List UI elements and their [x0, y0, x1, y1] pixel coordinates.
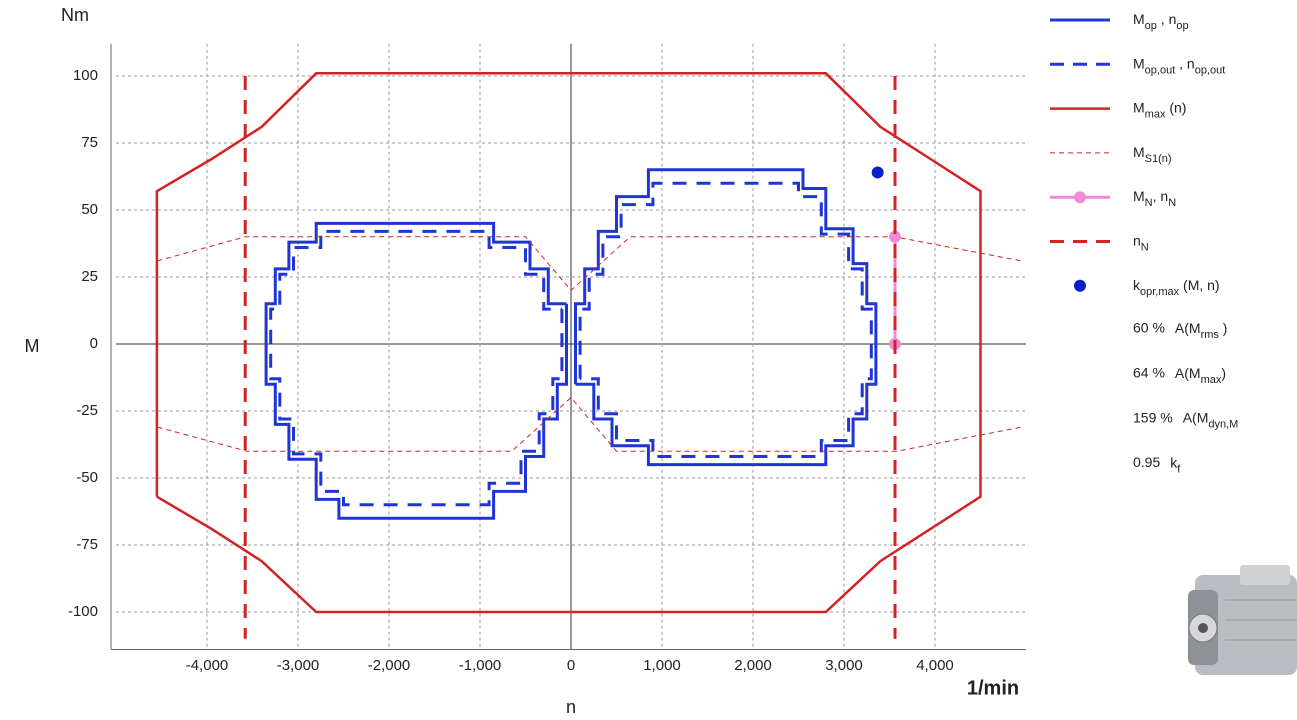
- y-tick-label: 50: [81, 201, 98, 218]
- y-tick-label: 0: [90, 335, 98, 352]
- series-line: [243, 76, 897, 639]
- legend-label: MN, nN: [1133, 188, 1176, 209]
- label-part: (M, n): [1179, 277, 1219, 293]
- stat-label: A(Mrms ): [1175, 320, 1228, 341]
- label-part: ): [1221, 365, 1226, 381]
- data-point: [871, 166, 884, 179]
- stat-value: 159 %: [1133, 409, 1173, 425]
- stat-label: kf: [1170, 454, 1181, 475]
- label-part: op: [1145, 20, 1157, 32]
- label-part: n: [1133, 232, 1141, 248]
- y-tick-label: 25: [81, 268, 98, 285]
- label-part: N: [1168, 197, 1176, 209]
- x-tick-label: 0: [567, 657, 575, 674]
- y-axis-label: M: [25, 336, 40, 356]
- x-axis-label: n: [566, 697, 576, 717]
- series-line: [155, 72, 982, 614]
- label-part: S1(n): [1145, 153, 1172, 165]
- label-part: op: [1176, 20, 1188, 32]
- x-tick-label: -4,000: [186, 657, 229, 674]
- label-part: k: [1133, 277, 1141, 293]
- legend-label: nN: [1133, 232, 1149, 253]
- label-part: M: [1133, 55, 1145, 71]
- x-tick-label: -1,000: [459, 657, 502, 674]
- y-tick-label: -100: [68, 603, 98, 620]
- x-unit-label: 1/min: [967, 677, 1019, 699]
- y-tick-label: 100: [73, 67, 98, 84]
- label-part: dyn,M: [1208, 419, 1238, 431]
- x-tick-label: -3,000: [277, 657, 320, 674]
- label-part: max: [1201, 374, 1222, 386]
- label-part: (n): [1165, 99, 1186, 115]
- label-part: ): [1219, 320, 1228, 336]
- legend-label: kopr,max (M, n): [1133, 277, 1220, 298]
- label-part: , n: [1157, 11, 1176, 27]
- label-part: M: [1133, 99, 1145, 115]
- label-part: M: [1133, 11, 1145, 27]
- label-part: M: [1133, 188, 1145, 204]
- legend-label: Mmax (n): [1133, 99, 1186, 120]
- label-part: A(M: [1183, 409, 1209, 425]
- label-part: N: [1141, 241, 1149, 253]
- x-tick-label: -2,000: [368, 657, 411, 674]
- label-part: op,out: [1195, 64, 1226, 76]
- legend-marker: [1074, 279, 1086, 292]
- label-part: N: [1145, 197, 1153, 209]
- stat-value: 64 %: [1133, 365, 1165, 381]
- y-tick-label: -50: [76, 469, 98, 486]
- legend-label: Mop,out , nop,out: [1133, 55, 1225, 76]
- grid: [116, 43, 1026, 650]
- motor-image: [1188, 565, 1297, 675]
- x-tick-label: 2,000: [734, 657, 772, 674]
- stat-label: A(Mmax): [1175, 365, 1226, 386]
- label-part: k: [1170, 454, 1178, 470]
- label-part: opr,max: [1140, 286, 1180, 298]
- label-part: , n: [1153, 188, 1169, 204]
- x-tick-label: 3,000: [825, 657, 863, 674]
- series-line: [264, 168, 878, 520]
- stat-value: 0.95: [1133, 454, 1160, 470]
- x-tick-label: 1,000: [643, 657, 681, 674]
- label-part: A(M: [1175, 320, 1201, 336]
- legend-label: MS1(n): [1133, 144, 1172, 165]
- label-part: rms: [1201, 329, 1220, 341]
- label-part: A(M: [1175, 365, 1201, 381]
- label-part: f: [1177, 463, 1181, 475]
- y-tick-label: -75: [76, 536, 98, 553]
- legend-marker: [1074, 191, 1086, 204]
- label-part: , n: [1175, 55, 1194, 71]
- label-part: op,out: [1145, 64, 1176, 76]
- y-tick-label: -25: [76, 402, 98, 419]
- x-tick-label: 4,000: [916, 657, 954, 674]
- stat-value: 60 %: [1133, 320, 1165, 336]
- label-part: M: [1133, 144, 1145, 160]
- y-tick-label: 75: [81, 134, 98, 151]
- legend-label: Mop , nop: [1133, 11, 1189, 32]
- data-point: [888, 230, 901, 243]
- y-unit-label: Nm: [61, 5, 89, 25]
- stat-label: A(Mdyn,M: [1183, 409, 1239, 430]
- label-part: max: [1145, 109, 1166, 121]
- series-line: [269, 181, 873, 507]
